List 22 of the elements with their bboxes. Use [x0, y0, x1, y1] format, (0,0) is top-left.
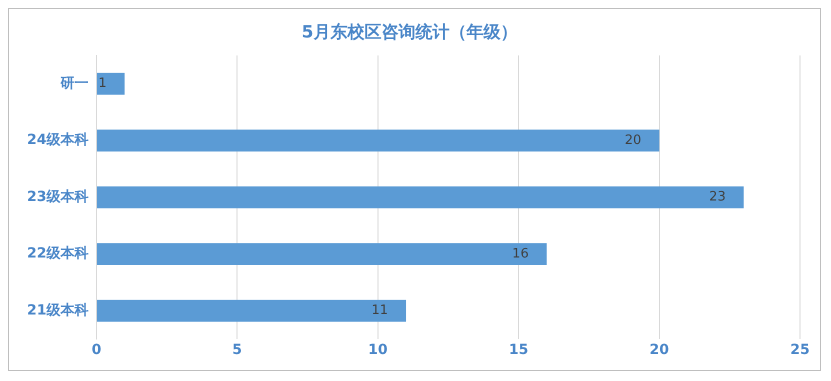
- x-tick-label: 0: [92, 342, 102, 358]
- y-tick-label: 23级本科: [27, 188, 88, 205]
- x-tick-label: 5: [232, 342, 242, 358]
- bar: [96, 243, 547, 265]
- bar: [96, 72, 125, 95]
- y-tick-label: 21级本科: [27, 302, 88, 318]
- y-tick-label: 22级本科: [27, 246, 88, 262]
- bar: [96, 130, 660, 152]
- x-tick-label: 25: [790, 342, 810, 358]
- data-label: 1: [98, 76, 107, 92]
- bar: [96, 186, 744, 208]
- data-label: 11: [371, 303, 388, 318]
- x-tick-label: 10: [368, 342, 388, 358]
- data-label: 20: [624, 132, 642, 148]
- data-label: 23: [709, 190, 726, 205]
- x-tick-label: 20: [650, 342, 670, 358]
- y-tick-label: 24级本科: [27, 132, 88, 148]
- chart-title: 5月东校区咨询统计（年级）: [302, 22, 518, 43]
- bar: [96, 300, 406, 322]
- y-tick-label: 研一: [59, 75, 88, 92]
- data-label: 16: [512, 246, 529, 262]
- x-tick-label: 15: [508, 342, 528, 358]
